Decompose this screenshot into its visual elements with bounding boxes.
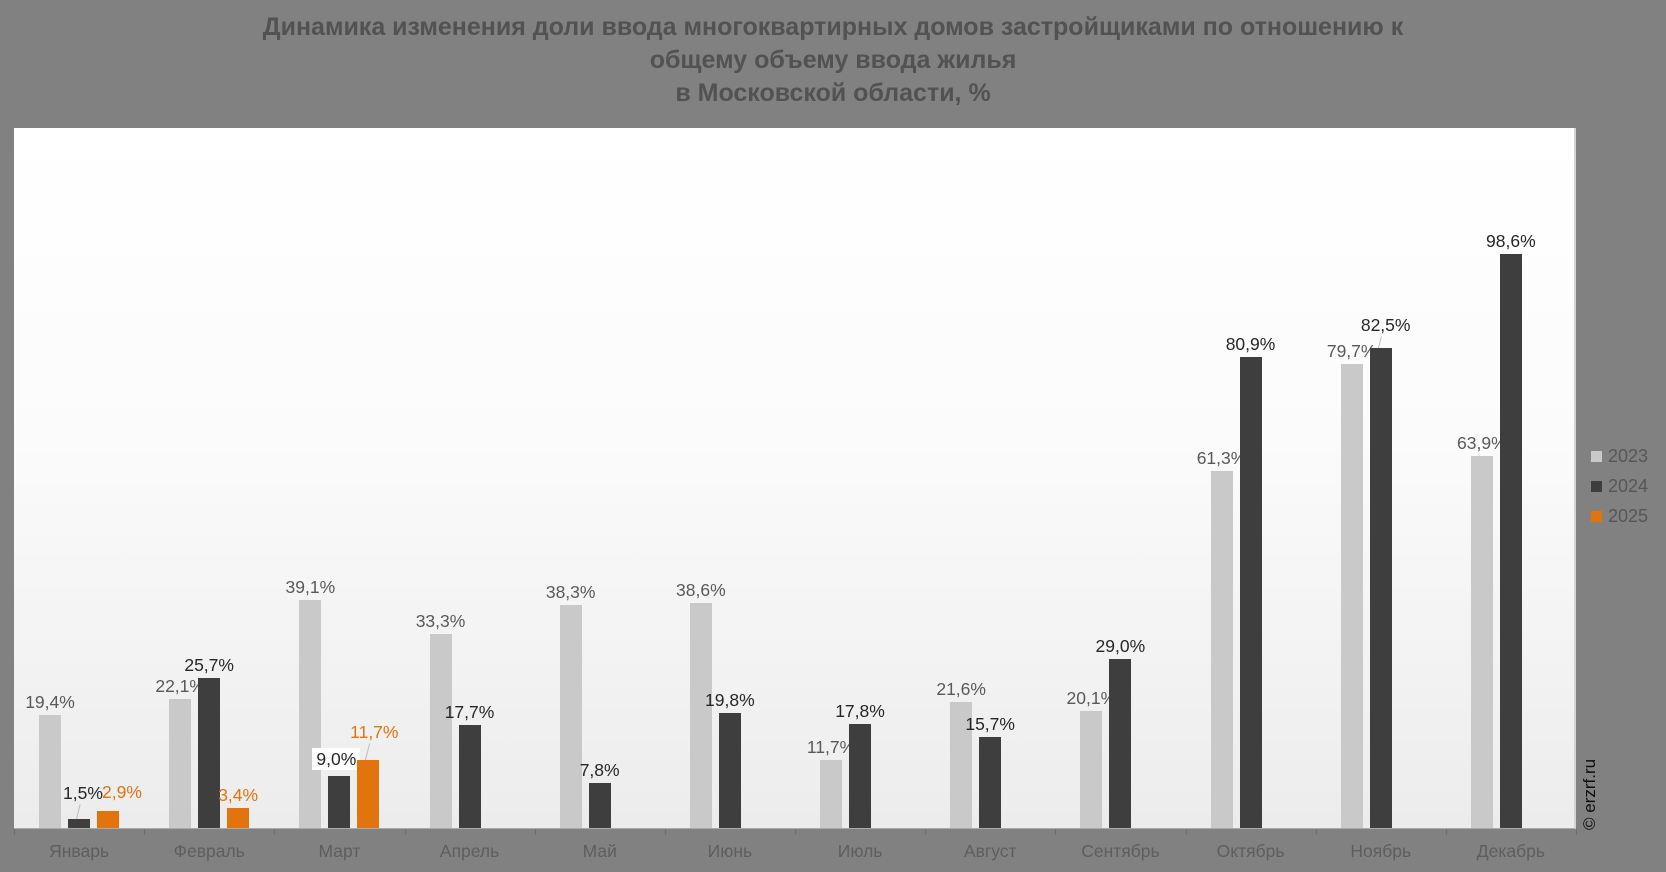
- value-label-2024-Февраль: 25,7%: [184, 655, 234, 675]
- value-label-2023-Июнь: 38,6%: [676, 580, 726, 600]
- legend-swatch-2025: [1591, 511, 1602, 522]
- x-axis-label-Декабрь: Декабрь: [1476, 841, 1546, 861]
- bar-2023-Январь: [39, 715, 61, 828]
- x-axis-label-Февраль: Февраль: [173, 841, 245, 861]
- chart-title: Динамика изменения доли ввода многокварт…: [262, 13, 1404, 107]
- legend-item-2023: 2023: [1591, 446, 1649, 466]
- value-label-2024-Ноябрь: 82,5%: [1360, 315, 1411, 335]
- value-label-2023-Январь: 19,4%: [25, 692, 75, 712]
- x-axis-label-Август: Август: [963, 841, 1017, 861]
- axis-tick: [274, 829, 275, 835]
- value-label-2023-Апрель: 33,3%: [415, 611, 466, 631]
- x-axis-label-Январь: Январь: [49, 841, 110, 861]
- x-axis-label-Ноябрь: Ноябрь: [1350, 841, 1412, 861]
- value-label-2024-Декабрь: 98,6%: [1486, 231, 1536, 251]
- legend-swatch-2023: [1591, 451, 1602, 462]
- label-leader-line: [365, 743, 371, 761]
- bar-2024-Ноябрь: [1369, 348, 1392, 828]
- value-label-2023-Март: 39,1%: [285, 577, 336, 597]
- bar-2023-Июнь: [689, 603, 712, 828]
- bar-2024-Сентябрь: [1109, 659, 1132, 828]
- label-leader-line: [1377, 336, 1382, 349]
- bar-2024-Январь: [68, 819, 90, 828]
- x-axis-label-Апрель: Апрель: [439, 841, 500, 861]
- watermark: © erzrf.ru: [1580, 758, 1599, 830]
- axis-tick: [1186, 829, 1187, 835]
- value-label-2024-Июль: 17,8%: [835, 701, 885, 721]
- axis-tick: [535, 829, 536, 835]
- bar-2025-Март: [357, 760, 380, 828]
- bar-2024-Май: [588, 783, 611, 828]
- axis-tick: [665, 829, 666, 835]
- legend-label-2025: 2025: [1608, 506, 1649, 526]
- legend: 2023 2024 2025: [1591, 446, 1649, 537]
- x-axis-label-Март: Март: [318, 841, 361, 861]
- axis-tick: [1055, 829, 1056, 835]
- value-label-2023-Август: 21,6%: [936, 679, 986, 699]
- value-label-2025-Январь: 2,9%: [102, 782, 142, 802]
- x-axis-label-Октябрь: Октябрь: [1216, 841, 1285, 861]
- bar-2023-Апрель: [429, 634, 452, 828]
- bar-2023-Октябрь: [1210, 471, 1233, 828]
- legend-swatch-2024: [1591, 481, 1602, 492]
- value-label-2025-Март: 11,7%: [350, 722, 399, 742]
- x-axis-label-Май: Май: [582, 841, 617, 861]
- bar-2023-Ноябрь: [1340, 364, 1363, 828]
- bar-2024-Апрель: [458, 725, 481, 828]
- label-leader-line: [76, 804, 81, 820]
- plot-area: 19,4% 22,1% 39,1% 33,3% 38,3% 38,6% 11,7% 21,6%…: [14, 128, 1576, 829]
- x-axis-label-Июнь: Июнь: [707, 841, 753, 861]
- bar-2023-Сентябрь: [1080, 711, 1103, 828]
- axis-tick: [1316, 829, 1317, 835]
- value-label-2024-Сентябрь: 29,0%: [1095, 636, 1146, 656]
- bar-2023-Март: [299, 600, 322, 828]
- bar-2024-Февраль: [198, 678, 221, 828]
- bar-2024-Июль: [849, 724, 871, 828]
- bar-2024-Декабрь: [1499, 254, 1522, 828]
- axis-tick: [144, 829, 145, 835]
- axis-tick: [925, 829, 926, 835]
- bar-2025-Январь: [97, 811, 119, 828]
- legend-label-2024: 2024: [1608, 476, 1649, 496]
- bar-2024-Июнь: [718, 713, 741, 828]
- value-label-2023-Май: 38,3%: [545, 582, 596, 602]
- bar-2024-Август: [979, 737, 1002, 828]
- x-axis-label-Сентябрь: Сентябрь: [1081, 841, 1160, 861]
- legend-label-2023: 2023: [1608, 446, 1649, 466]
- axis-tick: [405, 829, 406, 835]
- legend-item-2025: 2025: [1591, 506, 1649, 526]
- bar-2023-Июль: [820, 760, 842, 828]
- legend-item-2024: 2024: [1591, 476, 1649, 496]
- value-label-2024-Октябрь: 80,9%: [1225, 334, 1276, 354]
- x-axis-label-Июль: Июль: [837, 841, 883, 861]
- axis-tick: [795, 829, 796, 835]
- bar-2024-Март: [328, 776, 351, 828]
- axis-tick: [14, 829, 15, 835]
- axis-tick: [1576, 829, 1577, 835]
- bar-2023-Декабрь: [1470, 456, 1493, 828]
- bar-2023-Май: [559, 605, 582, 828]
- bar-2023-Август: [950, 702, 973, 828]
- bar-2024-Октябрь: [1239, 357, 1262, 828]
- axis-tick: [1446, 829, 1447, 835]
- bar-2025-Февраль: [227, 808, 250, 828]
- bar-2023-Февраль: [169, 699, 192, 828]
